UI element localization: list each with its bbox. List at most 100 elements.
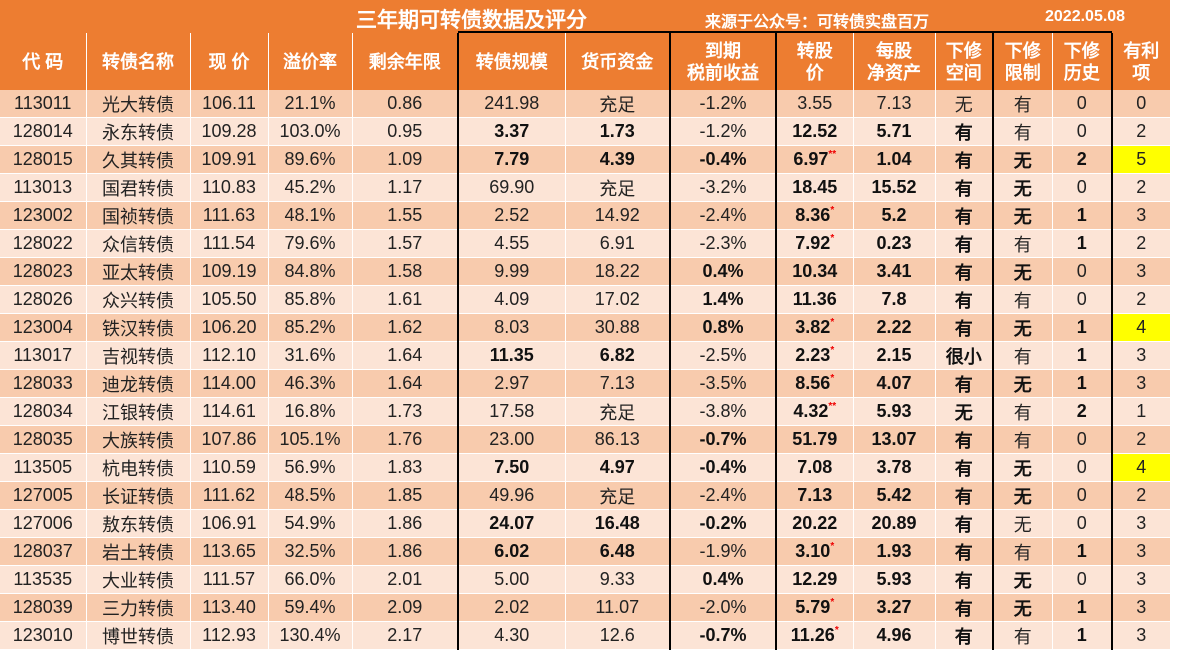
table-cell[interactable]: 123010 (0, 621, 87, 650)
table-cell[interactable]: 127005 (0, 481, 87, 510)
table-cell[interactable]: 7.79 (457, 145, 566, 174)
table-cell[interactable]: 很小 (935, 341, 994, 370)
table-cell[interactable]: 2.22 (853, 313, 936, 342)
table-cell[interactable]: 敖东转债 (86, 509, 191, 538)
table-cell[interactable]: 5.93 (853, 565, 936, 594)
table-cell[interactable]: 110.59 (190, 453, 269, 482)
table-cell[interactable]: 21.1% (268, 90, 353, 118)
table-cell[interactable]: 0 (1052, 173, 1113, 202)
table-cell[interactable]: 有 (992, 90, 1053, 118)
table-cell[interactable]: 128022 (0, 229, 87, 258)
table-cell[interactable]: 2 (1111, 285, 1171, 314)
table-cell[interactable]: 4.55 (457, 229, 566, 258)
table-cell[interactable]: 111.63 (190, 201, 269, 230)
table-cell[interactable]: 54.9% (268, 509, 353, 538)
table-cell[interactable]: 1.58 (352, 257, 459, 286)
table-cell[interactable]: 有 (935, 313, 994, 342)
table-cell[interactable]: 11.35 (457, 341, 566, 370)
table-cell[interactable]: 1.85 (352, 481, 459, 510)
table-cell[interactable]: 众兴转债 (86, 285, 191, 314)
table-cell[interactable]: 5.71 (853, 117, 936, 146)
table-cell[interactable]: 国君转债 (86, 173, 191, 202)
table-cell[interactable]: 1 (1052, 229, 1113, 258)
table-cell[interactable]: 有 (935, 257, 994, 286)
table-cell[interactable]: 无 (935, 90, 994, 118)
table-cell[interactable]: -1.2% (669, 90, 777, 118)
column-header[interactable]: 货币资金 (565, 33, 671, 90)
table-cell[interactable]: 2 (1052, 145, 1113, 174)
table-cell[interactable]: 铁汉转债 (86, 313, 191, 342)
table-cell[interactable]: 24.07 (457, 509, 566, 538)
table-cell[interactable]: 1 (1052, 313, 1113, 342)
table-cell[interactable]: -2.4% (669, 201, 777, 230)
table-cell[interactable]: 长证转债 (86, 481, 191, 510)
table-cell[interactable]: 有 (935, 285, 994, 314)
table-cell[interactable]: 杭电转债 (86, 453, 191, 482)
table-cell[interactable]: 亚太转债 (86, 257, 191, 286)
table-cell[interactable]: 48.5% (268, 481, 353, 510)
table-cell[interactable]: 128039 (0, 593, 87, 622)
table-cell[interactable]: 1 (1052, 369, 1113, 398)
table-cell[interactable]: 128015 (0, 145, 87, 174)
table-cell[interactable]: 有 (992, 341, 1053, 370)
table-cell[interactable]: 106.11 (190, 90, 269, 118)
table-cell[interactable]: 128014 (0, 117, 87, 146)
column-header[interactable]: 溢价率 (268, 33, 353, 90)
table-cell[interactable]: 111.57 (190, 565, 269, 594)
table-cell[interactable]: 有 (935, 537, 994, 566)
column-header[interactable]: 现 价 (190, 33, 269, 90)
table-cell[interactable]: 4.32** (775, 397, 854, 426)
table-cell[interactable]: 3.37 (457, 117, 566, 146)
column-header[interactable]: 转债规模 (457, 33, 566, 90)
table-cell[interactable]: 2.97 (457, 369, 566, 398)
table-cell[interactable]: 2 (1111, 425, 1171, 454)
table-cell[interactable]: 18.22 (565, 257, 671, 286)
table-cell[interactable]: 有 (992, 285, 1053, 314)
table-cell[interactable]: -3.8% (669, 397, 777, 426)
table-cell[interactable]: 11.26* (775, 621, 854, 650)
table-cell[interactable]: -2.5% (669, 341, 777, 370)
table-cell[interactable]: 106.91 (190, 509, 269, 538)
table-cell[interactable]: 无 (992, 509, 1053, 538)
table-cell[interactable]: 3 (1111, 621, 1171, 650)
table-cell[interactable]: 128035 (0, 425, 87, 454)
table-cell[interactable]: 112.10 (190, 341, 269, 370)
table-cell[interactable]: 5.42 (853, 481, 936, 510)
table-cell[interactable]: -1.9% (669, 537, 777, 566)
table-cell[interactable]: 有 (935, 593, 994, 622)
table-cell[interactable]: 5 (1111, 145, 1171, 174)
table-cell[interactable]: 109.91 (190, 145, 269, 174)
table-cell[interactable]: 2.01 (352, 565, 459, 594)
table-cell[interactable]: 1.73 (565, 117, 671, 146)
table-cell[interactable]: 12.52 (775, 117, 854, 146)
table-cell[interactable]: 3.27 (853, 593, 936, 622)
column-header[interactable]: 转股 价 (775, 33, 854, 90)
table-cell[interactable]: 有 (935, 173, 994, 202)
table-cell[interactable]: 79.6% (268, 229, 353, 258)
table-cell[interactable]: 4.07 (853, 369, 936, 398)
table-cell[interactable]: 59.4% (268, 593, 353, 622)
table-cell[interactable]: 113017 (0, 341, 87, 370)
table-cell[interactable]: 无 (992, 369, 1053, 398)
table-cell[interactable]: 博世转债 (86, 621, 191, 650)
table-cell[interactable]: 111.54 (190, 229, 269, 258)
table-cell[interactable]: 1.93 (853, 537, 936, 566)
table-cell[interactable]: 1.64 (352, 341, 459, 370)
table-cell[interactable]: -0.7% (669, 425, 777, 454)
table-cell[interactable]: 103.0% (268, 117, 353, 146)
table-cell[interactable]: 充足 (565, 173, 671, 202)
table-cell[interactable]: 20.89 (853, 509, 936, 538)
table-cell[interactable]: 84.8% (268, 257, 353, 286)
table-cell[interactable]: 16.8% (268, 397, 353, 426)
table-cell[interactable]: 5.00 (457, 565, 566, 594)
table-cell[interactable]: 无 (992, 565, 1053, 594)
column-header[interactable]: 代 码 (0, 33, 87, 90)
table-cell[interactable]: 迪龙转债 (86, 369, 191, 398)
table-cell[interactable]: 18.45 (775, 173, 854, 202)
table-cell[interactable]: 无 (992, 257, 1053, 286)
table-cell[interactable]: 110.83 (190, 173, 269, 202)
table-cell[interactable]: 1.61 (352, 285, 459, 314)
table-cell[interactable]: 7.50 (457, 453, 566, 482)
table-cell[interactable]: -0.2% (669, 509, 777, 538)
table-cell[interactable]: 光大转债 (86, 90, 191, 118)
